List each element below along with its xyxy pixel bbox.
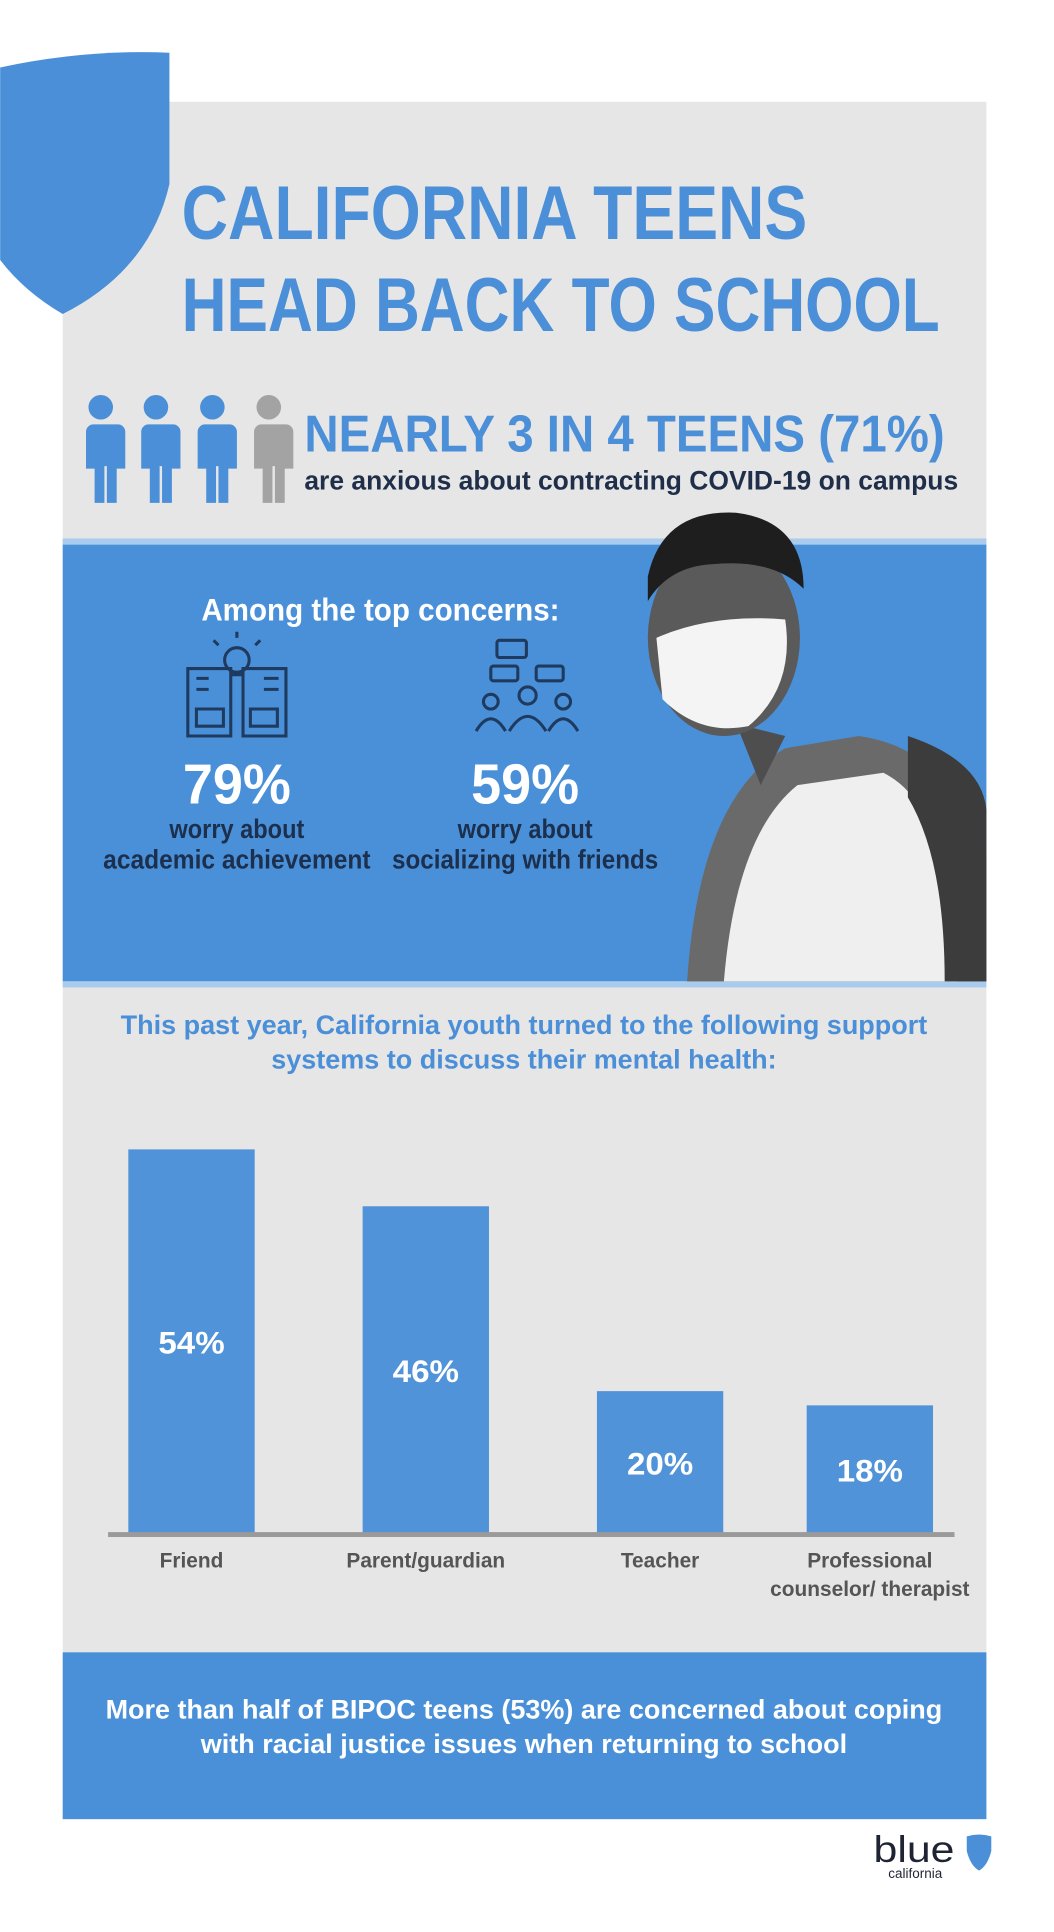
chart-title: This past year, California youth turned … <box>120 1009 928 1074</box>
chat-icon <box>474 638 580 732</box>
footer-text: More than half of BIPOC teens (53%) are … <box>105 1694 943 1759</box>
bar <box>128 1149 255 1534</box>
bar-value-label: 20% <box>627 1445 693 1481</box>
title-line: CALIFORNIA TEENS <box>182 171 808 256</box>
x-axis-line <box>108 1532 955 1538</box>
bar-value-label: 18% <box>837 1453 903 1489</box>
brand-name: blue <box>874 1829 955 1870</box>
x-tick-label: Parent/guardian <box>346 1549 506 1573</box>
stat-headline: NEARLY 3 IN 4 TEENS (71%) <box>304 404 944 462</box>
bar-value-label: 54% <box>158 1325 224 1361</box>
stat-text: are anxious about contracting COVID-19 o… <box>304 465 958 495</box>
x-tick-label: Friend <box>159 1549 224 1573</box>
x-tick-label-box: Teacher <box>620 1549 700 1573</box>
brand-sub: california <box>888 1866 942 1881</box>
concern-value: 59% <box>471 752 579 815</box>
shield <box>0 52 170 315</box>
book-icon <box>186 631 288 738</box>
chart-title-box: This past year, California youth turned … <box>120 1009 928 1074</box>
divider <box>62 981 987 988</box>
concern-text: socializing with friends <box>392 844 658 874</box>
footer-band <box>62 1652 987 1820</box>
bar <box>806 1405 934 1534</box>
people-icons <box>83 394 294 503</box>
photo <box>647 512 987 982</box>
divider <box>62 538 987 545</box>
concern-value: 79% <box>183 752 291 815</box>
x-tick-label-box: Professional counselor/ therapist <box>770 1549 970 1601</box>
title-line: HEAD BACK TO SCHOOL <box>182 263 940 348</box>
x-tick-label-box: Friend <box>159 1549 224 1573</box>
concern-text: worry about <box>169 814 305 844</box>
concern-text: academic achievement <box>103 844 370 874</box>
concerns-heading: Among the top concerns: <box>201 592 559 628</box>
bar-chart: 54% Friend 46% Parent/guardian 20% Teacher 18%… <box>108 1149 970 1601</box>
x-tick-label-box: Parent/guardian <box>346 1549 506 1573</box>
x-tick-label: Professional counselor/ therapist <box>770 1549 970 1601</box>
bar <box>596 1391 724 1534</box>
footer-box: More than half of BIPOC teens (53%) are … <box>105 1694 943 1759</box>
x-tick-label: Teacher <box>620 1549 700 1573</box>
bar <box>362 1206 489 1534</box>
bar-value-label: 46% <box>393 1353 459 1389</box>
brand-shield <box>966 1834 992 1871</box>
concern-text: worry about <box>457 814 593 844</box>
